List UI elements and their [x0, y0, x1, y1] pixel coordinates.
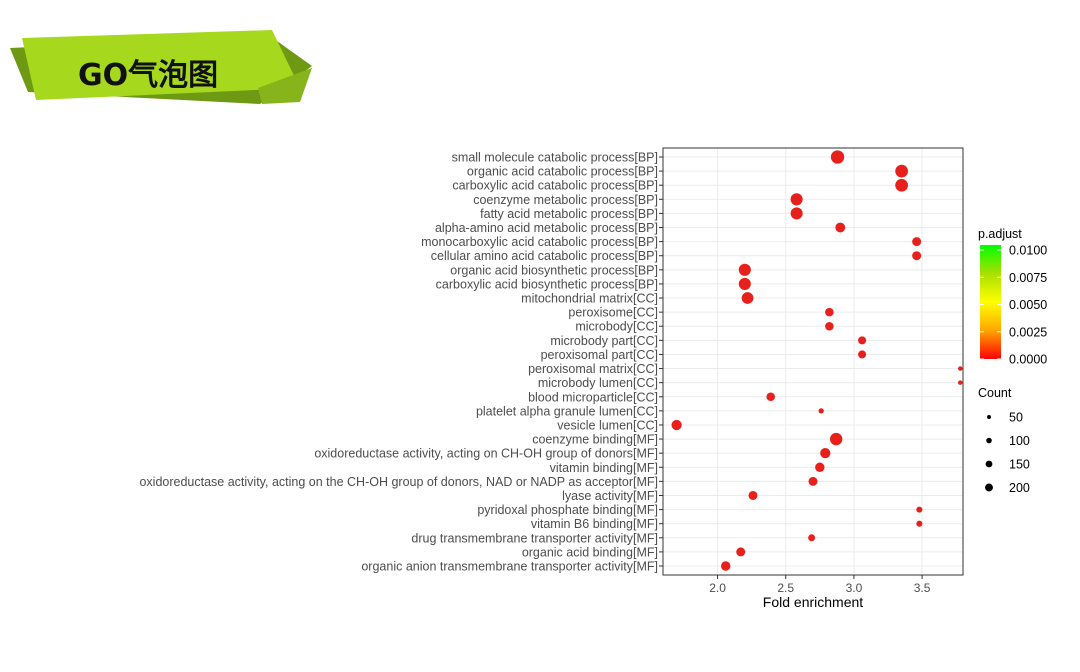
data-point: [808, 534, 816, 542]
color-legend-label: 0.0000: [1009, 353, 1047, 367]
size-legend-items: 50 100 150 200: [985, 411, 1030, 495]
color-legend-label: 0.0025: [1009, 325, 1047, 339]
data-point: [916, 506, 923, 513]
y-tick-label: coenzyme metabolic process[BP]: [473, 193, 658, 207]
banner-title: GO气泡图: [78, 58, 219, 93]
color-legend-title: p.adjust: [978, 227, 1022, 241]
y-tick-label: peroxisomal part[CC]: [541, 348, 658, 362]
size-legend-title: Count: [978, 386, 1012, 400]
y-tick-label: blood microparticle[CC]: [528, 390, 658, 404]
data-point: [818, 408, 824, 414]
x-tick-label: 2.5: [777, 581, 794, 595]
data-point: [736, 547, 746, 557]
y-tick-label: peroxisome[CC]: [568, 306, 658, 320]
size-legend-dot: [985, 460, 993, 468]
y-tick-label: platelet alpha granule lumen[CC]: [476, 404, 658, 418]
data-point: [829, 432, 843, 446]
color-legend-labels: 0.0100 0.0075 0.0050 0.0025 0.0000: [980, 244, 1047, 367]
y-tick-label: oxidoreductase activity, acting on the C…: [139, 475, 658, 489]
y-tick-label: monocarboxylic acid catabolic process[BP…: [421, 235, 658, 249]
y-tick-label: vitamin binding[MF]: [550, 461, 658, 475]
size-legend-label: 200: [1009, 481, 1030, 495]
banner-ribbon: [22, 30, 300, 100]
x-tick-label: 3.5: [914, 581, 931, 595]
data-point: [721, 561, 731, 571]
y-tick-label: microbody lumen[CC]: [538, 376, 658, 390]
data-point: [858, 336, 867, 345]
color-legend-label: 0.0050: [1009, 298, 1047, 312]
plot-panel-border: [662, 147, 964, 576]
size-legend-dot: [985, 483, 993, 492]
data-point: [738, 277, 751, 290]
size-legend-label: 100: [1009, 434, 1030, 448]
title-banner: [10, 30, 312, 104]
size-legend-label: 50: [1009, 411, 1023, 425]
data-point: [958, 380, 963, 385]
y-tick-label: organic acid binding[MF]: [522, 545, 658, 559]
y-tick-label: lyase activity[MF]: [562, 489, 658, 503]
y-tick-label: small molecule catabolic process[BP]: [452, 151, 658, 165]
data-point: [815, 462, 825, 472]
data-point: [748, 490, 758, 500]
y-tick-label: vitamin B6 binding[MF]: [531, 517, 658, 531]
size-legend-dot: [986, 437, 992, 444]
y-tick-label: alpha-amino acid metabolic process[BP]: [435, 221, 658, 235]
x-tick-label: 2.0: [709, 581, 726, 595]
data-point: [835, 222, 846, 233]
y-tick-label: microbody part[CC]: [550, 334, 658, 348]
color-legend-label: 0.0100: [1009, 244, 1047, 258]
data-point: [820, 448, 831, 459]
data-point: [671, 419, 682, 431]
data-points: [671, 150, 963, 571]
y-tick-label: organic acid biosynthetic process[BP]: [450, 263, 658, 277]
data-point: [766, 392, 775, 402]
y-tick-label: mitochondrial matrix[CC]: [521, 292, 658, 306]
y-axis-labels: small molecule catabolic process[BP]orga…: [139, 151, 663, 574]
color-legend-bar: [980, 245, 1001, 359]
y-tick-label: oxidoreductase activity, acting on CH-OH…: [314, 447, 658, 461]
color-legend: p.adjust 0.0100 0.0075 0.0050 0.0025 0.0000: [978, 227, 1047, 367]
data-point: [895, 164, 909, 178]
y-tick-label: drug transmembrane transporter activity[…: [411, 531, 658, 545]
x-axis-labels: 2.0 2.5 3.0 3.5: [709, 575, 931, 595]
y-tick-label: organic acid catabolic process[BP]: [467, 165, 658, 179]
data-point: [738, 263, 751, 276]
data-point: [790, 207, 803, 220]
y-tick-label: cellular amino acid catabolic process[BP…: [431, 249, 658, 263]
y-tick-label: fatty acid metabolic process[BP]: [480, 207, 658, 221]
size-legend-label: 150: [1009, 458, 1030, 472]
data-point: [916, 520, 923, 527]
data-point: [895, 178, 909, 192]
data-point: [790, 193, 803, 206]
y-tick-label: carboxylic acid biosynthetic process[BP]: [436, 277, 658, 291]
data-point: [741, 292, 754, 304]
data-point: [825, 321, 834, 331]
data-point: [830, 150, 845, 164]
grid: [663, 148, 963, 575]
data-point: [825, 307, 834, 317]
x-tick-label: 3.0: [846, 581, 863, 595]
banner-tail: [258, 68, 312, 104]
y-tick-label: coenzyme binding[MF]: [532, 433, 658, 447]
data-point: [912, 237, 922, 247]
data-point: [858, 350, 867, 359]
size-legend: Count 50 100 150 200: [978, 386, 1030, 495]
y-tick-label: pyridoxal phosphate binding[MF]: [477, 503, 658, 517]
size-legend-dot: [987, 415, 991, 419]
y-tick-label: organic anion transmembrane transporter …: [361, 560, 658, 574]
data-point: [808, 476, 818, 486]
y-tick-label: peroxisomal matrix[CC]: [528, 362, 658, 376]
y-tick-label: carboxylic acid catabolic process[BP]: [452, 179, 658, 193]
y-tick-label: microbody[CC]: [575, 320, 658, 334]
color-legend-label: 0.0075: [1009, 271, 1047, 285]
data-point: [912, 251, 922, 261]
x-axis-title: Fold enrichment: [763, 594, 863, 610]
data-point: [958, 366, 963, 371]
y-tick-label: vesicle lumen[CC]: [557, 418, 658, 432]
